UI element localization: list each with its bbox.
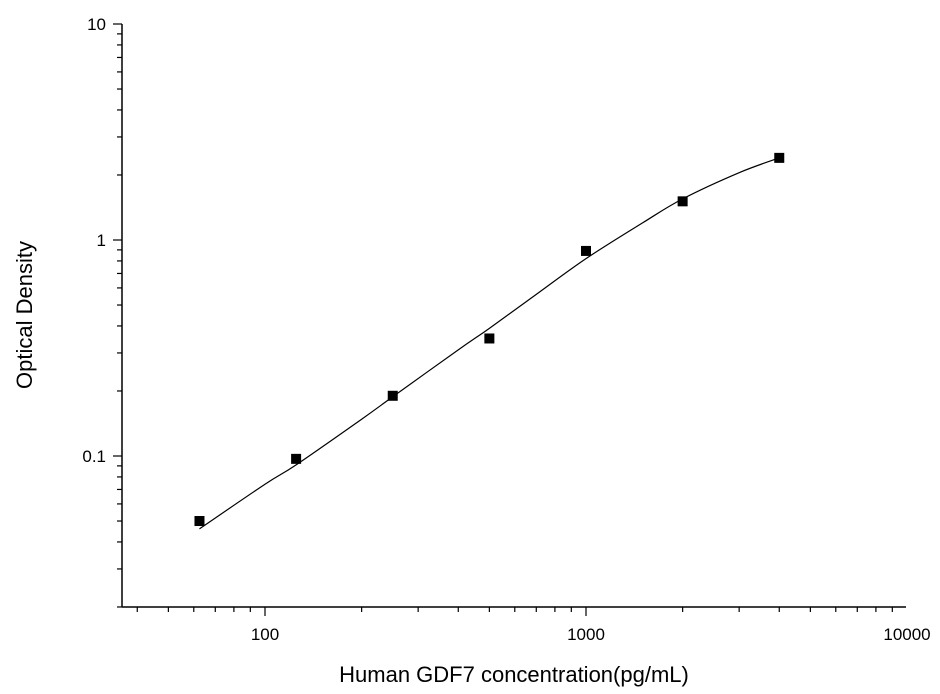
data-points bbox=[194, 152, 785, 527]
y-tick-label: 0.1 bbox=[82, 447, 106, 466]
x-tick-label: 1000 bbox=[567, 625, 605, 644]
x-tick-label: 10000 bbox=[883, 625, 930, 644]
data-point bbox=[387, 390, 398, 401]
x-tick-label: 100 bbox=[251, 625, 279, 644]
data-point bbox=[581, 245, 591, 256]
data-point bbox=[291, 453, 302, 464]
data-point bbox=[677, 196, 688, 207]
y-tick-label: 1 bbox=[97, 231, 106, 250]
y-axis-title: Optical Density bbox=[12, 241, 37, 389]
x-ticks bbox=[136, 607, 893, 616]
x-tick-labels: 100 1000 10000 bbox=[251, 625, 931, 644]
data-point bbox=[484, 333, 495, 344]
data-point bbox=[194, 516, 205, 527]
x-axis-title: Human GDF7 concentration(pg/mL) bbox=[339, 662, 689, 687]
data-point bbox=[774, 152, 785, 163]
y-tick-label: 10 bbox=[87, 15, 106, 34]
y-ticks bbox=[113, 23, 122, 608]
y-tick-labels: 0.1 1 10 bbox=[82, 15, 106, 466]
axes bbox=[121, 24, 906, 608]
